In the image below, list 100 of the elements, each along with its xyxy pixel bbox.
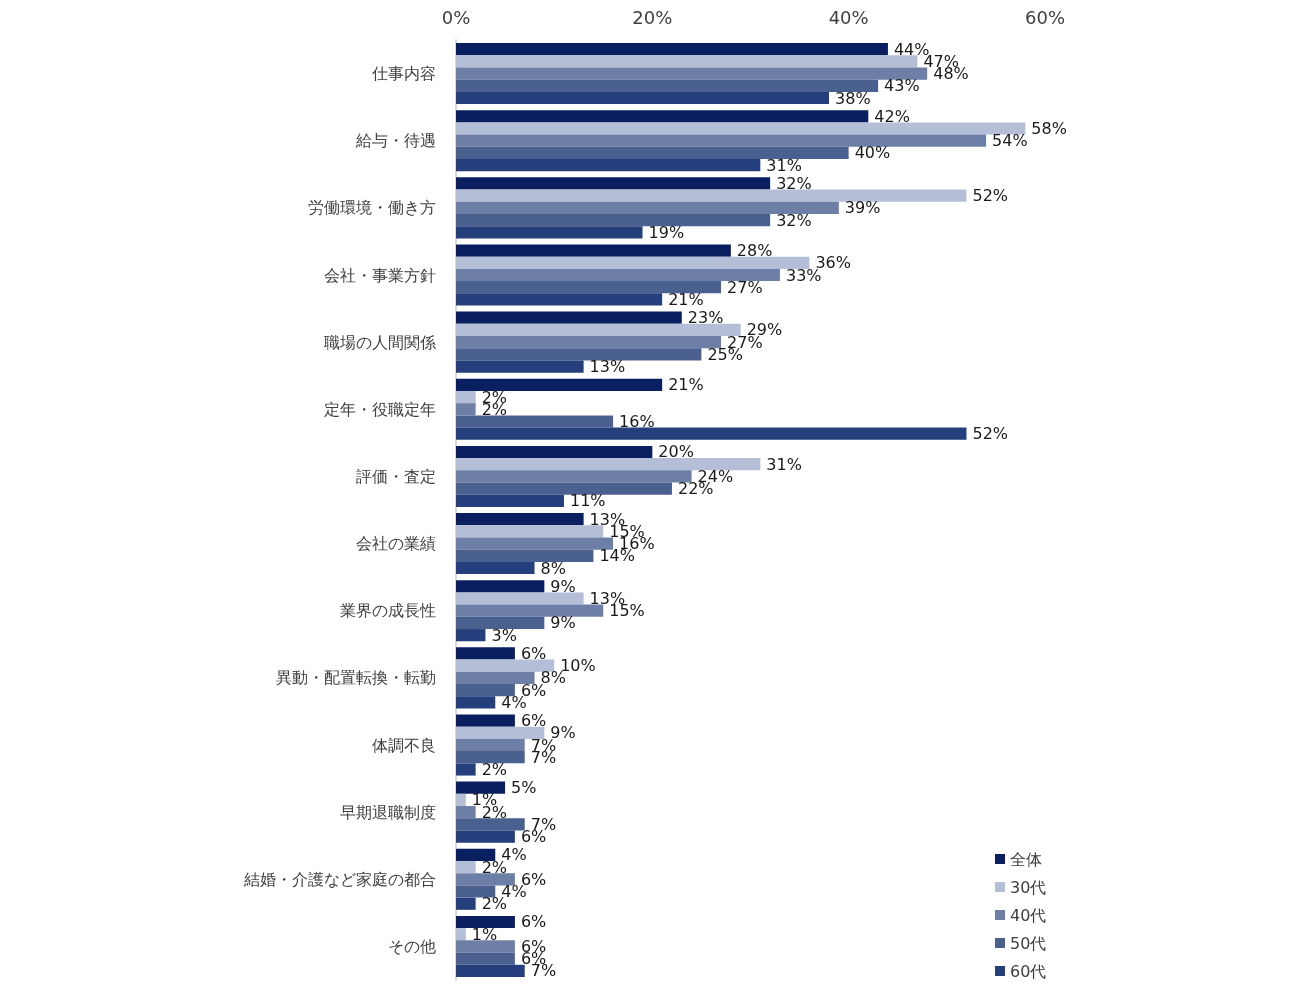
bar	[456, 928, 466, 941]
y-tick-label: 給与・待遇	[355, 131, 436, 151]
bar	[456, 470, 692, 483]
bar	[456, 189, 967, 202]
data-label: 32%	[776, 210, 812, 230]
bar	[456, 897, 476, 910]
bar	[456, 67, 928, 80]
bar	[456, 427, 967, 440]
bar	[456, 445, 653, 459]
data-label: 23%	[687, 308, 724, 328]
bar	[456, 604, 604, 617]
data-label: 6%	[520, 912, 547, 932]
data-label: 16%	[619, 412, 655, 432]
bar	[456, 213, 771, 227]
bar	[456, 885, 496, 898]
y-tick-label: 結婚・介護など家庭の都合	[243, 869, 436, 889]
data-label: 6%	[520, 643, 547, 663]
bar	[456, 323, 741, 337]
data-label: 6%	[520, 711, 547, 731]
data-label: 1%	[471, 924, 498, 944]
bar	[456, 360, 584, 373]
y-tick-label: 体調不良	[372, 735, 436, 755]
data-label: 19%	[648, 222, 685, 242]
bar	[456, 91, 830, 105]
bar	[456, 873, 515, 886]
x-tick-label: 40%	[828, 6, 869, 28]
data-label: 52%	[972, 186, 1009, 206]
bar	[456, 513, 584, 526]
bar	[456, 860, 476, 874]
y-tick-label: 職場の人間関係	[324, 332, 436, 352]
bar	[456, 671, 535, 684]
legend-label: 40代	[1010, 905, 1047, 925]
bar	[456, 738, 525, 752]
bar	[456, 683, 515, 697]
bar	[456, 549, 594, 562]
data-label: 27%	[727, 277, 763, 297]
bar	[456, 763, 476, 776]
bar	[456, 110, 869, 123]
bar	[456, 311, 682, 324]
legend-label: 30代	[1010, 877, 1047, 897]
data-label: 58%	[1031, 118, 1067, 138]
bar	[456, 159, 761, 172]
bar	[456, 818, 525, 831]
data-label: 2%	[481, 759, 508, 779]
bar	[456, 629, 486, 642]
legend-label: 50代	[1010, 933, 1047, 953]
bar	[456, 592, 584, 605]
y-tick-label: 評価・査定	[356, 466, 436, 486]
bar	[456, 134, 987, 147]
x-tick-label: 0%	[441, 6, 471, 28]
bar	[456, 537, 614, 550]
bar	[456, 751, 525, 764]
bar	[456, 122, 1026, 135]
data-label: 43%	[884, 76, 920, 96]
bar	[456, 177, 771, 190]
legend-label: 全体	[1010, 849, 1042, 869]
bar	[456, 43, 888, 56]
bar	[456, 458, 761, 471]
x-tick-label: 60%	[1024, 6, 1066, 28]
bar	[456, 714, 515, 727]
data-label: 31%	[766, 155, 802, 175]
bar	[456, 781, 506, 794]
bar	[456, 525, 604, 538]
bar	[456, 915, 515, 929]
data-label: 52%	[972, 424, 1009, 444]
bar	[456, 964, 525, 977]
data-label: 9%	[550, 613, 576, 633]
data-label: 20%	[658, 442, 694, 462]
y-tick-label: 早期退職制度	[340, 802, 436, 822]
bar	[456, 848, 496, 861]
y-tick-label: 異動・配置転換・転勤	[276, 668, 436, 688]
bar	[456, 415, 614, 428]
bar	[456, 830, 515, 843]
y-tick-label: その他	[388, 936, 436, 956]
data-label: 5%	[511, 778, 537, 798]
bar	[456, 696, 496, 709]
bar	[456, 348, 702, 361]
bar	[456, 561, 535, 575]
bar	[456, 256, 810, 269]
data-label: 31%	[766, 454, 802, 474]
data-label: 3%	[491, 625, 517, 645]
bar	[456, 79, 879, 92]
data-label: 40%	[854, 143, 891, 163]
y-tick-label: 仕事内容	[371, 64, 436, 84]
data-label: 54%	[992, 131, 1028, 151]
y-tick-label: 労働環境・働き方	[308, 198, 436, 218]
legend-label: 60代	[1010, 961, 1047, 981]
bar	[456, 293, 663, 306]
data-label: 32%	[776, 173, 812, 193]
bar	[456, 403, 476, 416]
bar	[456, 390, 476, 404]
y-tick-label: 会社の業績	[356, 534, 436, 554]
bar	[456, 806, 476, 819]
y-tick-label: 会社・事業方針	[324, 265, 436, 285]
bar	[456, 244, 731, 257]
y-tick-label: 定年・役職定年	[324, 399, 436, 419]
x-tick-label: 20%	[632, 6, 673, 28]
bar	[456, 226, 643, 239]
data-label: 21%	[668, 375, 704, 395]
bar	[456, 494, 564, 507]
